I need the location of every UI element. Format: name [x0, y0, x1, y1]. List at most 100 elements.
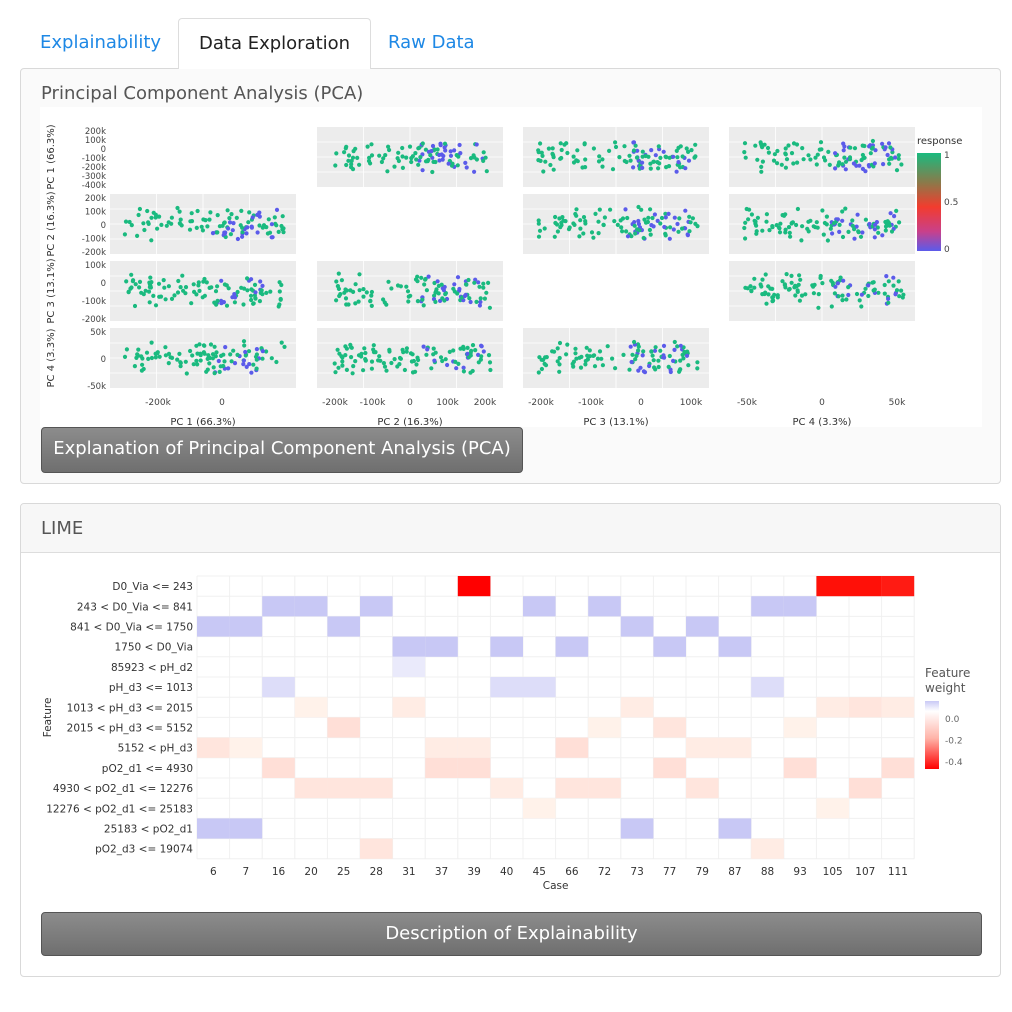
pca-point: [434, 289, 439, 294]
pca-point: [350, 155, 356, 160]
lime-case-label: 107: [855, 866, 875, 878]
pca-point: [406, 294, 411, 299]
tab-data-exploration[interactable]: Data Exploration: [178, 18, 372, 69]
pca-point: [747, 207, 752, 212]
pca-point: [601, 222, 606, 227]
pca-point: [404, 346, 409, 351]
pca-point: [264, 225, 269, 230]
pca-point: [542, 361, 547, 366]
pca-point: [627, 153, 632, 158]
pca-point: [246, 220, 251, 225]
pca-point: [752, 285, 757, 290]
pca-point: [633, 357, 638, 362]
lime-cell: [620, 697, 654, 718]
pca-point: [133, 282, 138, 287]
pca-point: [166, 351, 172, 356]
pca-point: [555, 229, 561, 234]
pca-point: [779, 162, 784, 167]
pca-point: [361, 294, 366, 299]
pca-point: [156, 281, 162, 286]
pca-point: [766, 292, 771, 297]
pca-point: [231, 221, 236, 226]
pca-point: [239, 208, 244, 213]
pca-point: [653, 345, 658, 350]
pca-point: [449, 163, 455, 168]
pca-point: [599, 356, 604, 361]
pca-point: [629, 234, 634, 239]
pca-point: [205, 224, 210, 229]
pca-point: [428, 153, 433, 158]
pca-point: [771, 298, 776, 303]
pca-point: [668, 369, 673, 375]
pca-point: [219, 353, 224, 358]
pca-point: [251, 362, 256, 367]
lime-y-axis-label: Feature: [42, 698, 54, 738]
pca-point: [676, 160, 681, 165]
pca-point: [613, 140, 618, 145]
pca-point: [246, 349, 252, 354]
pca-point: [537, 228, 543, 233]
pca-point: [774, 223, 779, 228]
lime-cell: [816, 576, 849, 597]
pca-point: [663, 233, 668, 238]
tab-raw-data[interactable]: Raw Data: [388, 32, 475, 53]
lime-case-label: 6: [210, 866, 217, 878]
explainability-description-button[interactable]: Description of Explainability: [41, 912, 982, 956]
pca-point: [571, 154, 576, 159]
pca-point: [873, 222, 878, 227]
pca-point: [650, 353, 655, 358]
pca-point: [759, 284, 764, 289]
pca-point: [583, 219, 588, 224]
pca-point: [260, 349, 265, 354]
pca-point: [607, 148, 612, 153]
pca-point: [147, 285, 152, 290]
pca-point: [896, 153, 901, 158]
pca-point: [840, 293, 845, 298]
pca-y-tick-label: -200k: [82, 163, 106, 173]
pca-point: [423, 147, 428, 152]
pca-point: [552, 234, 557, 239]
pca-point: [765, 145, 771, 151]
pca-point: [377, 153, 382, 158]
pca-point: [541, 169, 546, 174]
pca-explanation-button[interactable]: Explanation of Principal Component Analy…: [41, 427, 523, 473]
pca-point: [229, 359, 234, 364]
pca-point: [620, 229, 625, 234]
pca-point: [667, 155, 672, 160]
pca-point: [432, 358, 437, 363]
pca-point: [642, 370, 648, 375]
pca-point: [342, 150, 347, 155]
pca-point: [826, 149, 831, 154]
pca-point: [177, 351, 182, 356]
pca-point: [232, 292, 237, 297]
pca-point: [742, 225, 747, 231]
pca-point: [618, 218, 623, 223]
pca-point: [799, 238, 804, 243]
pca-point: [788, 234, 793, 239]
pca-point: [153, 351, 158, 356]
pca-point: [687, 214, 692, 219]
pca-point: [241, 358, 246, 363]
lime-title: LIME: [41, 518, 84, 539]
pca-point: [597, 154, 602, 159]
tab-explainability[interactable]: Explainability: [40, 32, 162, 53]
lime-cell: [686, 616, 719, 637]
pca-point: [476, 360, 481, 365]
pca-point: [249, 297, 254, 303]
pca-point: [578, 365, 584, 370]
pca-point: [169, 296, 175, 301]
pca-point: [591, 235, 596, 240]
pca-y-tick-label: -50k: [87, 382, 106, 392]
pca-point: [266, 217, 271, 222]
pca-point: [203, 218, 208, 223]
pca-point: [536, 150, 541, 155]
pca-point: [557, 216, 562, 221]
pca-y-tick-label: 200k: [85, 127, 106, 137]
pca-point: [235, 289, 240, 295]
pca-point: [479, 343, 484, 348]
pca-point: [169, 215, 174, 220]
pca-point: [539, 150, 544, 155]
pca-point: [583, 358, 588, 364]
pca-point: [573, 351, 578, 356]
lime-cell: [849, 778, 882, 799]
